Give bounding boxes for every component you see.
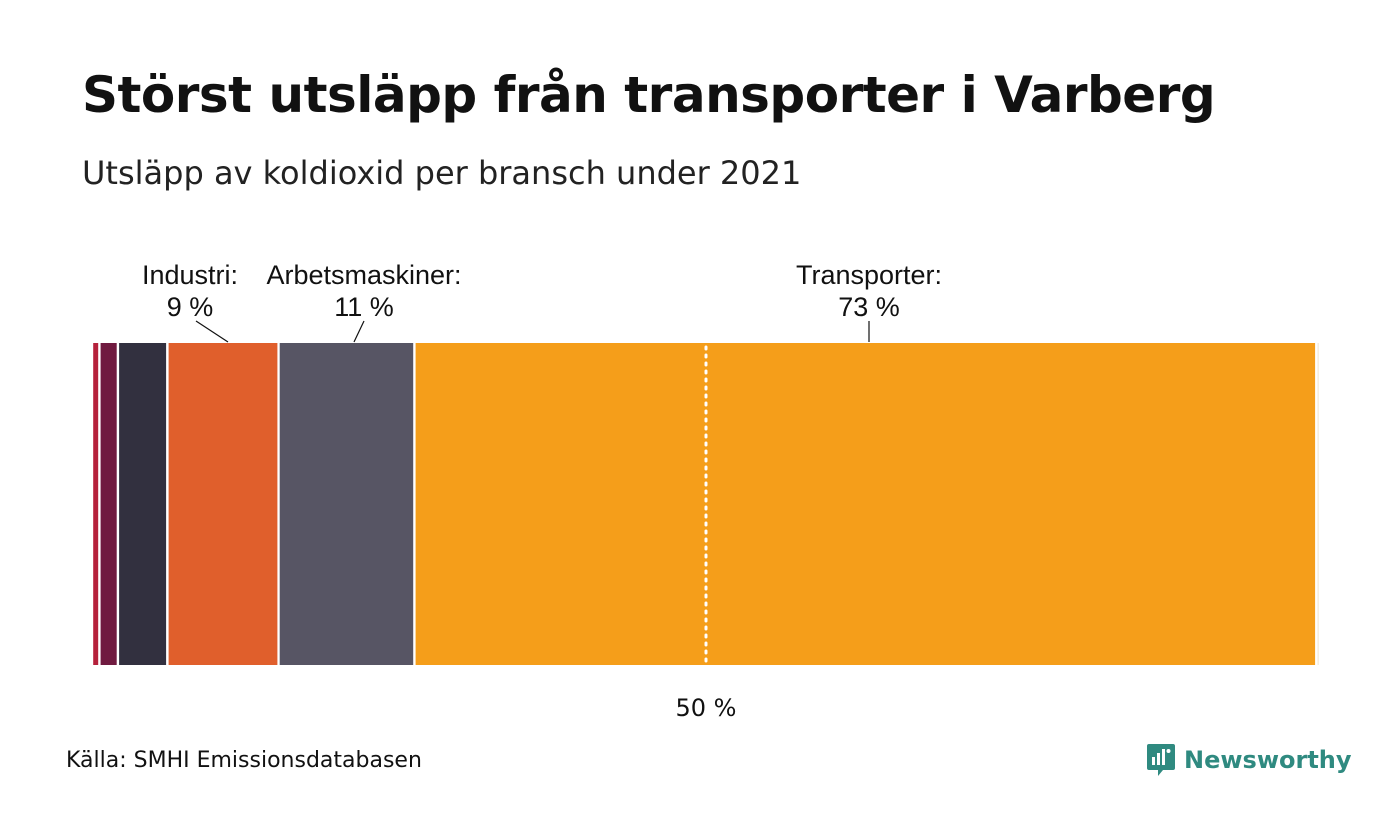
segment-label-3: Industri: [142,260,238,290]
source-note: Källa: SMHI Emissionsdatabasen [66,748,422,773]
bar-segment-5 [415,343,1316,665]
bar-segment-2 [119,343,167,665]
chart-title: Störst utsläpp från transporter i Varber… [82,66,1216,124]
segment-value-label-3: 9 % [167,292,214,322]
segment-leader-line-4 [353,320,365,343]
reference-line-label: 50 % [676,694,737,722]
brand-logo: Newsworthy [1146,742,1352,778]
bar-segment-4 [279,343,414,665]
bar-segments [93,343,1319,665]
stacked-bar-chart: Industri:9 % Arbetsmaskiner:11 % Transport… [93,260,1319,722]
segment-labels: Industri:9 % Arbetsmaskiner:11 % Transport… [142,260,942,343]
segment-value-label-4: 11 % [334,292,394,322]
brand-name: Newsworthy [1184,746,1352,774]
segment-value-label-5: 73 % [838,292,900,322]
segment-leader-line-3 [195,320,229,343]
chart-subtitle: Utsläpp av koldioxid per bransch under 2… [82,154,802,192]
segment-label-4: Arbetsmaskiner: [266,260,461,290]
bar-segment-3 [168,343,278,665]
segment-label-5: Transporter: [796,260,942,290]
bar-segment-1 [100,343,117,665]
bar-segment-6 [1317,343,1319,665]
newsworthy-logo-icon [1147,744,1175,776]
bar-segment-0 [93,343,99,665]
